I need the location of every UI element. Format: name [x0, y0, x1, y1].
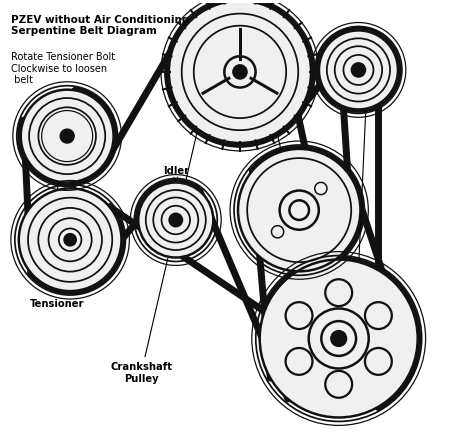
- Circle shape: [238, 149, 360, 271]
- Text: Tensioner: Tensioner: [30, 163, 84, 309]
- Circle shape: [290, 200, 309, 220]
- Text: Idler: Idler: [163, 166, 189, 182]
- Text: Crankshaft
Pulley: Crankshaft Pulley: [110, 104, 205, 384]
- Circle shape: [19, 188, 121, 291]
- Circle shape: [272, 226, 283, 238]
- Text: PZEV without Air Conditioning
Serpentine Belt Diagram: PZEV without Air Conditioning Serpentine…: [11, 15, 189, 36]
- Circle shape: [321, 321, 356, 356]
- Circle shape: [138, 183, 213, 258]
- Circle shape: [365, 348, 392, 375]
- Circle shape: [365, 302, 392, 329]
- Circle shape: [325, 371, 352, 398]
- Circle shape: [60, 129, 74, 143]
- Circle shape: [331, 331, 346, 346]
- Circle shape: [42, 111, 93, 161]
- Circle shape: [286, 302, 312, 329]
- Circle shape: [169, 213, 182, 227]
- Text: Idler: Idler: [340, 101, 368, 383]
- Circle shape: [260, 259, 418, 418]
- Text: Coolant Pump: Coolant Pump: [255, 171, 334, 180]
- Circle shape: [286, 348, 312, 375]
- Text: Power Steering
Pump: Power Steering Pump: [216, 46, 315, 295]
- Text: Rotate Tensioner Bolt
Clockwise to loosen
 belt: Rotate Tensioner Bolt Clockwise to loose…: [11, 52, 115, 86]
- Circle shape: [64, 234, 76, 246]
- Circle shape: [280, 191, 319, 230]
- Circle shape: [325, 279, 352, 306]
- Circle shape: [233, 65, 247, 79]
- Text: Alternator: Alternator: [33, 161, 91, 200]
- Circle shape: [21, 90, 114, 183]
- Circle shape: [169, 1, 311, 143]
- Circle shape: [315, 183, 327, 194]
- Circle shape: [319, 30, 398, 109]
- Circle shape: [351, 63, 365, 77]
